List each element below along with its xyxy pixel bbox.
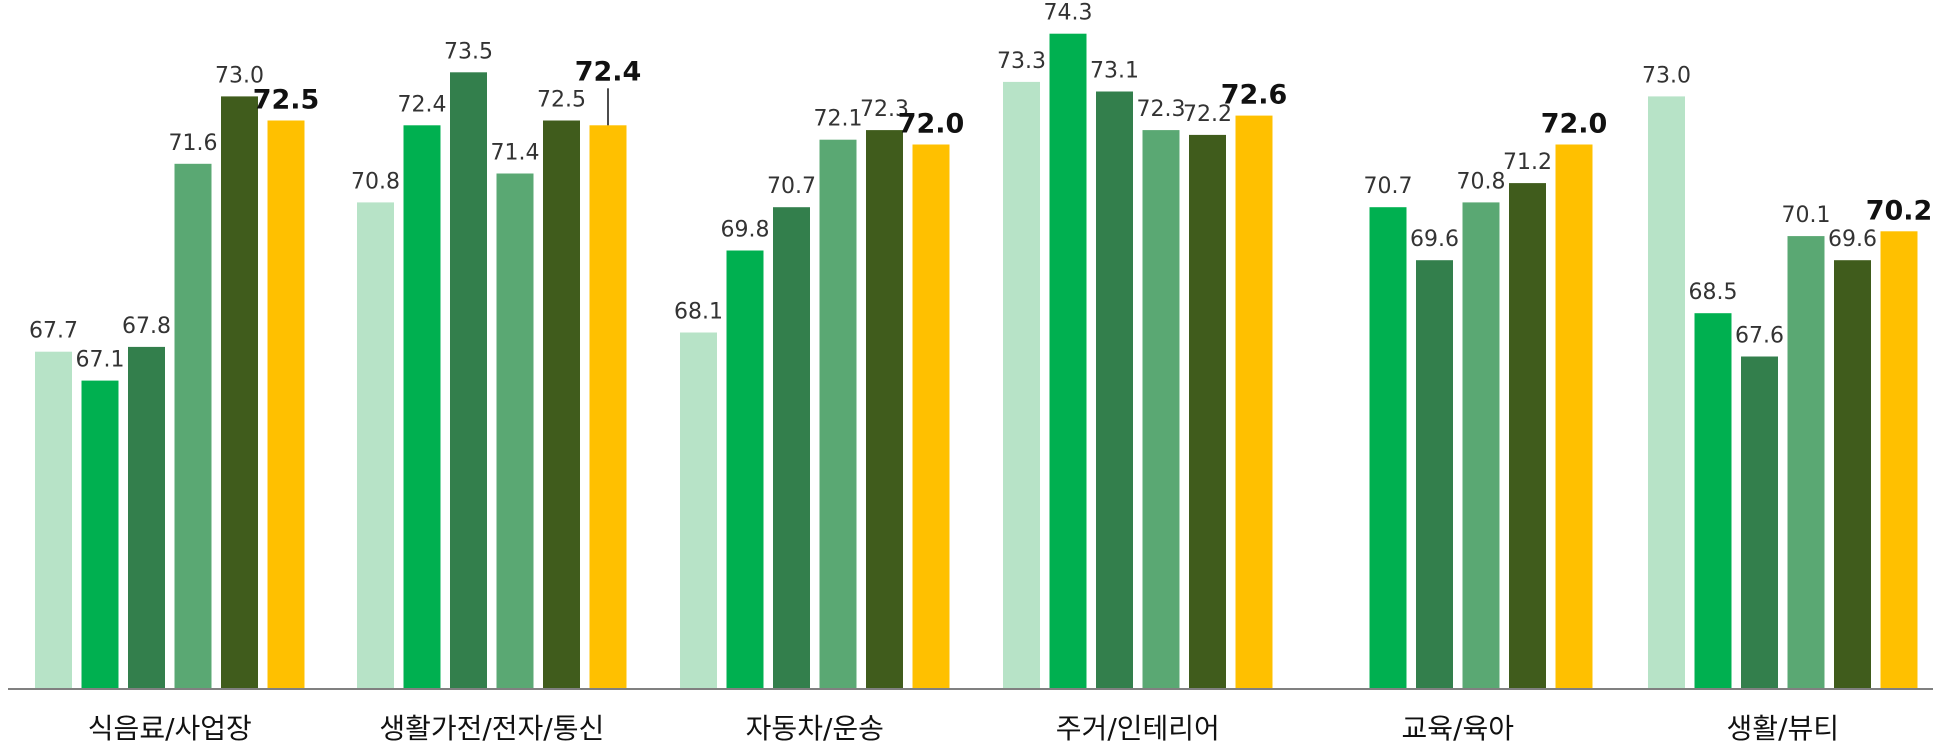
value-label: 72.3 xyxy=(860,97,909,122)
value-label: 70.2 xyxy=(1866,195,1933,226)
value-label: 68.5 xyxy=(1689,280,1738,305)
category-label: 생활가전/전자/통신 xyxy=(379,712,604,745)
value-label: 72.4 xyxy=(398,92,447,117)
value-label: 70.8 xyxy=(351,169,400,194)
value-label: 73.1 xyxy=(1090,59,1139,84)
value-label: 73.3 xyxy=(997,49,1046,74)
bar xyxy=(1741,356,1778,689)
value-label: 67.7 xyxy=(29,319,78,344)
bar xyxy=(726,250,764,689)
value-label: 72.6 xyxy=(1221,80,1288,111)
category-label: 자동차/운송 xyxy=(746,712,884,745)
value-label: 67.1 xyxy=(76,348,125,373)
bar xyxy=(543,120,580,689)
bar xyxy=(819,139,857,689)
category-label: 생활/뷰티 xyxy=(1727,712,1839,745)
bar xyxy=(1142,130,1180,690)
category-labels-layer: 식음료/사업장 생활가전/전자/통신 자동차/운송 주거/인테리어 교육/육아 생활/뷰티 xyxy=(88,712,1839,745)
bar xyxy=(35,351,72,689)
bar xyxy=(912,144,950,689)
bar xyxy=(1189,134,1226,689)
bar xyxy=(1235,115,1273,690)
bar xyxy=(866,130,903,690)
value-label: 73.0 xyxy=(1642,63,1691,88)
bar xyxy=(1369,207,1407,689)
value-label: 68.1 xyxy=(674,300,723,325)
bar xyxy=(357,202,394,689)
value-label: 72.1 xyxy=(814,107,863,132)
bar xyxy=(1694,313,1732,689)
value-label: 70.8 xyxy=(1457,169,1506,194)
value-label: 72.5 xyxy=(253,85,320,116)
bar xyxy=(221,96,258,689)
bar xyxy=(128,346,165,689)
value-label: 70.7 xyxy=(1364,174,1413,199)
bar xyxy=(81,380,119,689)
value-label: 71.6 xyxy=(169,131,218,156)
value-label: 67.6 xyxy=(1735,324,1784,349)
value-label: 69.8 xyxy=(721,218,770,243)
bar xyxy=(1555,144,1593,689)
bar xyxy=(1648,96,1685,689)
bar xyxy=(267,120,305,689)
bar xyxy=(1096,91,1133,689)
category-label: 식음료/사업장 xyxy=(88,712,252,745)
bar xyxy=(1834,260,1871,689)
value-label: 67.8 xyxy=(122,314,171,339)
bar xyxy=(450,72,487,690)
bars-layer xyxy=(35,33,1918,690)
value-label: 74.3 xyxy=(1044,1,1093,26)
value-label: 70.7 xyxy=(767,174,816,199)
value-label: 72.2 xyxy=(1183,102,1232,127)
value-label: 72.4 xyxy=(575,56,642,87)
bar xyxy=(773,207,810,689)
value-label: 72.0 xyxy=(898,109,965,140)
value-label: 72.0 xyxy=(1541,109,1608,140)
bar xyxy=(403,125,441,690)
value-label: 69.6 xyxy=(1410,227,1459,252)
value-label: 70.1 xyxy=(1782,203,1831,228)
bar xyxy=(1003,81,1040,689)
bar xyxy=(1049,33,1087,689)
value-labels-layer: 67.767.167.871.673.072.570.872.473.571.4… xyxy=(29,1,1932,373)
bar xyxy=(1509,183,1546,689)
category-label: 교육/육아 xyxy=(1402,712,1514,745)
value-label: 72.5 xyxy=(537,88,586,113)
bar xyxy=(1787,236,1825,689)
bar xyxy=(680,332,717,689)
bar xyxy=(496,173,534,689)
value-label: 71.4 xyxy=(491,141,540,166)
value-label: 73.5 xyxy=(444,39,493,64)
value-label: 71.2 xyxy=(1503,150,1552,175)
bar xyxy=(1880,231,1918,690)
bar xyxy=(589,125,627,690)
value-label: 69.6 xyxy=(1828,227,1877,252)
category-label: 주거/인테리어 xyxy=(1056,712,1220,745)
bar xyxy=(174,163,212,690)
value-label: 73.0 xyxy=(215,63,264,88)
value-label: 72.3 xyxy=(1137,97,1186,122)
bar xyxy=(1416,260,1453,689)
bar xyxy=(1462,202,1500,689)
